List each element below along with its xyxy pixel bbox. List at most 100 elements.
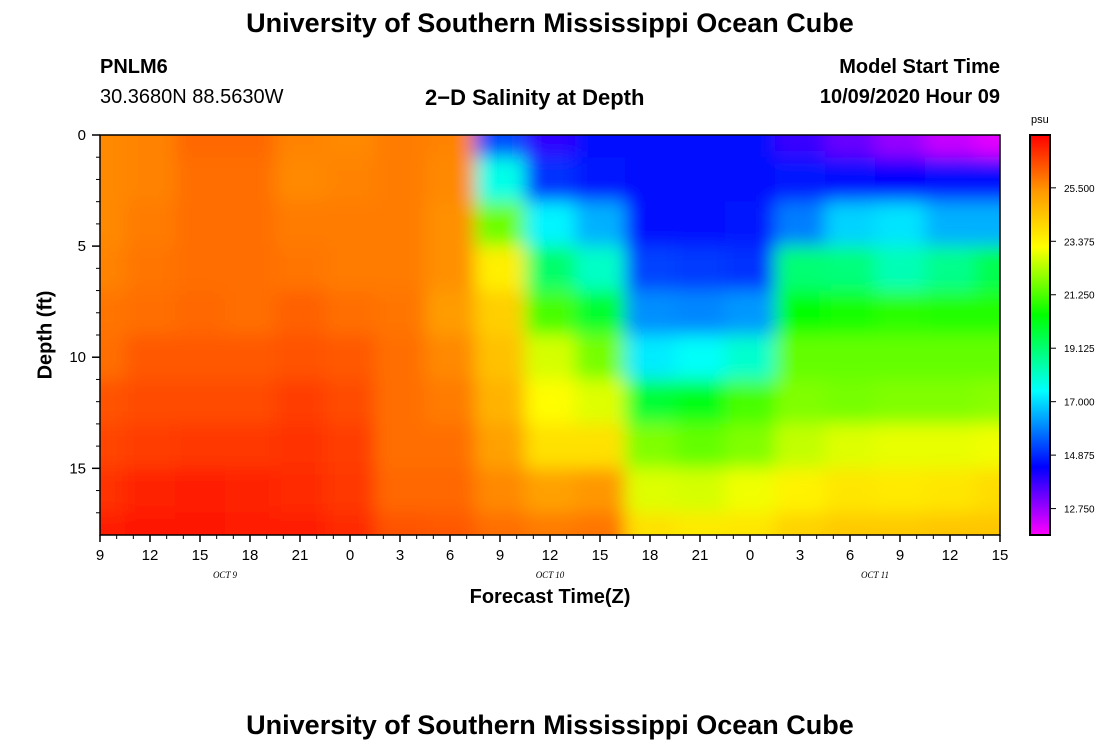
heatmap-cell bbox=[675, 379, 726, 425]
heatmap-cell bbox=[625, 379, 676, 425]
heatmap-cell bbox=[100, 201, 126, 247]
heatmap-cell bbox=[375, 423, 426, 469]
heatmap-cell bbox=[825, 246, 876, 292]
heatmap-cell bbox=[725, 246, 776, 292]
heatmap-cell bbox=[825, 201, 876, 247]
heatmap-cell bbox=[975, 379, 1000, 425]
heatmap-cell bbox=[775, 335, 826, 380]
heatmap-cell bbox=[475, 157, 526, 203]
heatmap-cell bbox=[225, 512, 276, 535]
station-id: PNLM6 bbox=[100, 56, 168, 78]
heatmap-cell bbox=[575, 201, 626, 247]
heatmap-cell bbox=[775, 512, 826, 535]
colorbar-tick-label: 19.125 bbox=[1064, 344, 1095, 355]
heatmap-cell bbox=[475, 379, 526, 425]
y-axis-label: Depth (ft) bbox=[34, 290, 57, 380]
heatmap-cell bbox=[525, 335, 576, 380]
heatmap-cell bbox=[525, 468, 576, 514]
heatmap-cell bbox=[575, 135, 626, 158]
heatmap-cell bbox=[675, 512, 726, 535]
heatmap-cell bbox=[925, 335, 976, 380]
heatmap-cell bbox=[925, 135, 976, 158]
heatmap-cell bbox=[375, 512, 426, 535]
x-tick-label: 3 bbox=[796, 547, 804, 564]
colorbar-tick-label: 23.375 bbox=[1064, 237, 1095, 248]
heatmap-cell bbox=[675, 157, 726, 203]
heatmap-cell bbox=[625, 512, 676, 535]
heatmap-cell bbox=[675, 423, 726, 469]
heatmap-cell bbox=[175, 379, 226, 425]
heatmap-cell bbox=[525, 246, 576, 292]
heatmap-cell bbox=[175, 512, 226, 535]
heatmap-cell bbox=[825, 468, 876, 514]
heatmap-cells bbox=[100, 135, 1000, 535]
colorbar-tick-label: 21.250 bbox=[1064, 291, 1095, 302]
heatmap-cell bbox=[875, 423, 926, 469]
heatmap-cell bbox=[975, 335, 1000, 380]
heatmap-cell bbox=[675, 468, 726, 514]
heatmap-cell bbox=[725, 157, 776, 203]
heatmap-cell bbox=[625, 201, 676, 247]
heatmap-cell bbox=[125, 135, 176, 158]
heatmap-cell bbox=[575, 246, 626, 292]
y-tick-label: 10 bbox=[69, 349, 86, 366]
x-tick-label: 21 bbox=[292, 547, 309, 564]
heatmap-cell bbox=[425, 135, 476, 158]
heatmap-cell bbox=[100, 157, 126, 203]
heatmap-cell bbox=[525, 135, 576, 158]
heatmap-cell bbox=[225, 290, 276, 336]
heatmap-cell bbox=[325, 246, 376, 292]
heatmap-cell bbox=[275, 201, 326, 247]
heatmap-cell bbox=[975, 512, 1000, 535]
heatmap-cell bbox=[275, 423, 326, 469]
heatmap-cell bbox=[325, 423, 376, 469]
heatmap-cell bbox=[425, 423, 476, 469]
heatmap-cell bbox=[100, 335, 126, 380]
heatmap-cell bbox=[775, 290, 826, 336]
heatmap-cell bbox=[725, 423, 776, 469]
heatmap-cell bbox=[125, 468, 176, 514]
heatmap-cell bbox=[475, 468, 526, 514]
heatmap-cell bbox=[375, 157, 426, 203]
x-tick-label: 15 bbox=[192, 547, 209, 564]
heatmap-cell bbox=[725, 335, 776, 380]
heatmap-cell bbox=[575, 468, 626, 514]
heatmap-cell bbox=[225, 246, 276, 292]
heatmap-cell bbox=[875, 379, 926, 425]
x-tick-label: 0 bbox=[746, 547, 754, 564]
heatmap-cell bbox=[325, 201, 376, 247]
heatmap-cell bbox=[225, 157, 276, 203]
heatmap-cell bbox=[375, 379, 426, 425]
heatmap-cell bbox=[100, 423, 126, 469]
heatmap-cell bbox=[425, 246, 476, 292]
x-tick-label: 21 bbox=[692, 547, 709, 564]
heatmap-cell bbox=[475, 135, 526, 158]
heatmap-cell bbox=[325, 512, 376, 535]
heatmap-cell bbox=[175, 201, 226, 247]
heatmap-cell bbox=[925, 246, 976, 292]
colorbar-unit: psu bbox=[1031, 114, 1049, 126]
heatmap-cell bbox=[125, 157, 176, 203]
heatmap-cell bbox=[575, 512, 626, 535]
heatmap-cell bbox=[975, 290, 1000, 336]
model-start-label: Model Start Time bbox=[839, 56, 1000, 78]
heatmap-cell bbox=[275, 135, 326, 158]
heatmap-cell bbox=[625, 468, 676, 514]
heatmap-cell bbox=[675, 246, 726, 292]
heatmap-cell bbox=[100, 512, 126, 535]
heatmap-cell bbox=[125, 379, 176, 425]
heatmap-cell bbox=[725, 512, 776, 535]
heatmap-cell bbox=[325, 335, 376, 380]
heatmap-cell bbox=[725, 201, 776, 247]
heatmap-cell bbox=[525, 201, 576, 247]
heatmap-cell bbox=[325, 157, 376, 203]
x-tick-label: 9 bbox=[96, 547, 104, 564]
heatmap-cell bbox=[875, 135, 926, 158]
heatmap-cell bbox=[225, 201, 276, 247]
heatmap-cell bbox=[425, 290, 476, 336]
station-coords: 30.3680N 88.5630W bbox=[100, 86, 284, 108]
heatmap-cell bbox=[475, 512, 526, 535]
heatmap-cell bbox=[975, 246, 1000, 292]
heatmap-cell bbox=[875, 157, 926, 203]
heatmap-cell bbox=[275, 157, 326, 203]
